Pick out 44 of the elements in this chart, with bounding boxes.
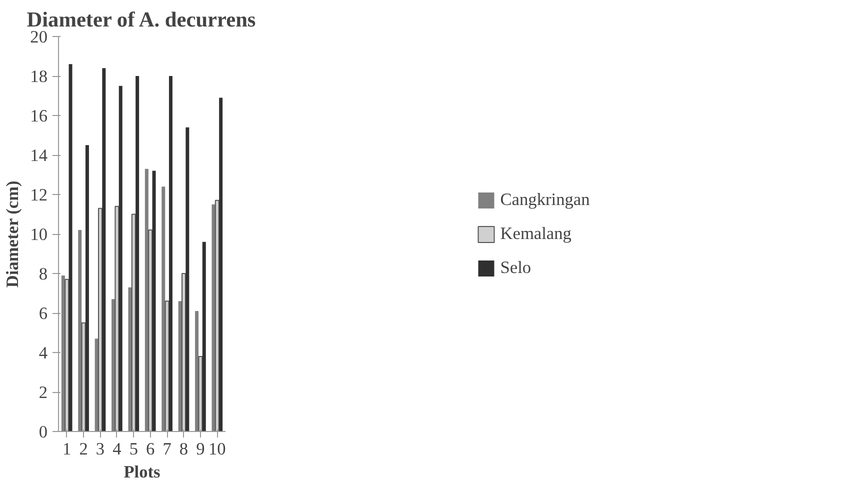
x-tick-label: 4 (112, 440, 122, 458)
bar (102, 68, 106, 432)
y-tick-label: 4 (38, 344, 48, 362)
y-tick-label: 18 (30, 67, 48, 86)
y-tick-label: 8 (38, 264, 48, 284)
bar (219, 98, 223, 432)
bar (202, 242, 206, 432)
x-tick-label: 9 (196, 440, 205, 458)
bar (198, 356, 203, 432)
bar (186, 127, 190, 432)
legend-label: Kemalang (500, 224, 572, 244)
bar (68, 64, 72, 432)
bar (152, 170, 156, 432)
bar (148, 230, 153, 432)
y-tick-label: 16 (30, 106, 48, 126)
x-tick-label: 8 (179, 440, 188, 458)
bar (64, 278, 70, 432)
bar (168, 76, 172, 432)
bar (162, 186, 166, 432)
y-tick-label: 10 (30, 225, 48, 244)
legend-label: Cangkringan (500, 190, 590, 210)
x-tick-label: 2 (79, 440, 88, 458)
y-tick-label: 6 (38, 304, 48, 323)
y-tick-label: 0 (38, 422, 48, 442)
legend-label: Selo (500, 258, 532, 278)
bar (114, 206, 120, 432)
y-tick-label: 12 (30, 186, 48, 204)
bar (195, 311, 199, 432)
bar (118, 86, 122, 432)
y-axis-title: Diameter (cm) (3, 180, 22, 288)
bar (85, 145, 89, 432)
y-tick-label: 2 (38, 383, 48, 402)
x-tick-label: 1 (62, 440, 72, 458)
x-tick-label: 6 (146, 440, 156, 458)
x-tick-label: 5 (129, 440, 138, 458)
x-tick-label: 3 (96, 440, 105, 458)
x-tick-label: 10 (208, 440, 226, 458)
bar (78, 230, 82, 432)
bar (136, 76, 140, 432)
x-tick-label: 7 (162, 440, 172, 458)
x-axis-title: Plots (124, 462, 161, 482)
bar (128, 287, 132, 432)
y-tick-label: 14 (30, 146, 48, 165)
bar (212, 204, 216, 432)
